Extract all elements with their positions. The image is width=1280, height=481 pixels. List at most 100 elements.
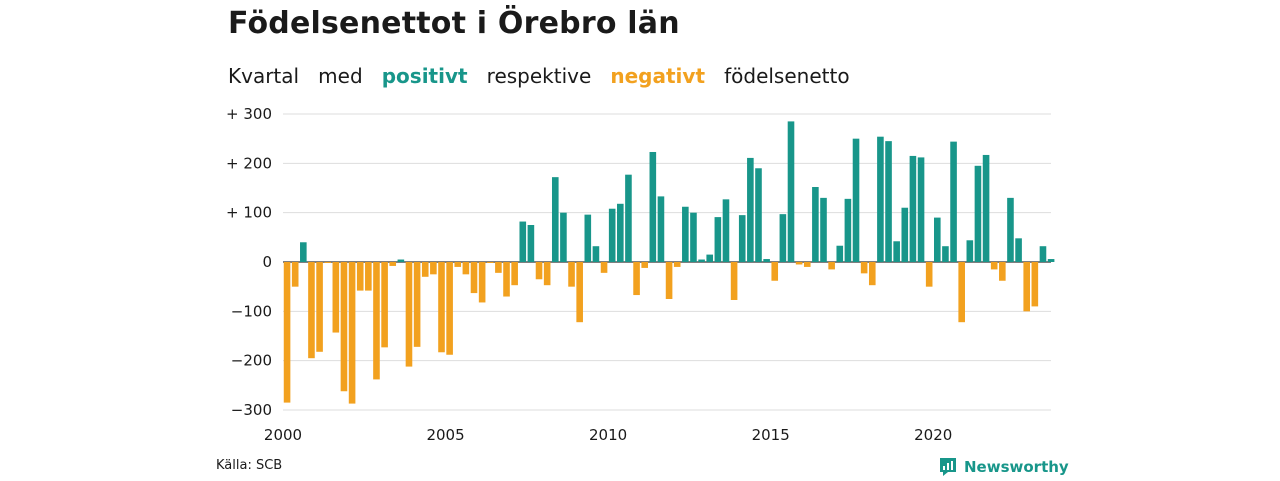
y-tick-label: −300 [231, 401, 272, 419]
bar [795, 262, 803, 265]
bar [1039, 246, 1047, 262]
bar [763, 259, 770, 262]
bar [576, 262, 583, 323]
bar [641, 262, 648, 268]
y-tick-label: + 300 [226, 105, 272, 123]
bar [722, 199, 730, 262]
subtitle-text-fodelsenetto: födelsenetto [724, 64, 850, 88]
bar [779, 214, 787, 262]
bar [503, 262, 510, 297]
x-tick-label: 2020 [914, 426, 952, 444]
bar [958, 262, 965, 323]
bar [592, 246, 600, 262]
bar [706, 254, 714, 262]
bar [316, 262, 323, 352]
bar [1023, 262, 1031, 312]
bar [600, 262, 608, 273]
bar [535, 262, 543, 280]
bar [527, 225, 535, 262]
bar [1047, 259, 1055, 262]
bar [1015, 238, 1022, 262]
subtitle-text-med: med [318, 64, 363, 88]
bar [413, 262, 421, 347]
bar [649, 151, 657, 262]
bar [1031, 262, 1039, 307]
bar [397, 259, 405, 262]
bar [698, 259, 705, 262]
bar [486, 262, 494, 263]
bar [543, 262, 551, 286]
bar [844, 198, 852, 262]
bar [348, 262, 356, 404]
bar [438, 262, 445, 353]
bar [885, 141, 892, 262]
bar [617, 203, 624, 262]
brand-name: Newsworthy [964, 458, 1069, 476]
source-note: Källa: SCB [216, 458, 283, 473]
y-tick-label: + 100 [226, 204, 272, 222]
y-axis-tick-labels: + 300 + 200 + 100 0 −100 −200 −300 [226, 105, 272, 419]
x-tick-label: 2000 [264, 426, 302, 444]
bar [682, 206, 689, 262]
bar [454, 262, 462, 267]
x-tick-label: 2015 [752, 426, 790, 444]
bar [308, 262, 315, 359]
subtitle-negative-label: negativt [610, 64, 706, 88]
x-tick-label: 2005 [426, 426, 464, 444]
bar [324, 262, 331, 263]
bar [755, 168, 762, 262]
bar [373, 262, 380, 380]
bar [690, 212, 697, 262]
bar [430, 262, 437, 275]
bar [446, 262, 453, 355]
bar [381, 262, 388, 348]
bar [462, 262, 470, 275]
bar [812, 187, 819, 262]
bar [584, 214, 592, 262]
bar [389, 262, 397, 266]
bar [966, 240, 974, 262]
bar [909, 155, 917, 262]
subtitle-text-respektive: respektive [486, 64, 592, 88]
bar [291, 262, 299, 287]
bar [901, 207, 909, 262]
bar [803, 262, 811, 267]
bar [1007, 197, 1014, 262]
bar [608, 208, 616, 262]
bar [917, 157, 925, 262]
bar [365, 262, 372, 291]
bar [300, 242, 307, 262]
x-tick-label: 2010 [589, 426, 627, 444]
subtitle-text-kvartal: Kvartal [228, 64, 300, 88]
bar [568, 262, 575, 287]
bar [511, 262, 518, 286]
bar [738, 215, 746, 262]
bar [665, 262, 673, 299]
bar [332, 262, 340, 333]
bar [560, 212, 567, 262]
bar [950, 141, 957, 262]
bar [747, 157, 754, 262]
bar [730, 262, 738, 300]
y-tick-label: 0 [262, 253, 272, 271]
bar [405, 262, 413, 367]
bar [982, 154, 990, 262]
bar [551, 177, 559, 262]
bar [836, 245, 844, 262]
bar [283, 262, 291, 403]
newsworthy-logo-icon [938, 457, 958, 477]
bar [893, 241, 900, 262]
bar [820, 197, 827, 262]
y-tick-label: −100 [231, 302, 272, 320]
brand-logo: Newsworthy [938, 457, 1069, 477]
bar [470, 262, 478, 294]
chart-subtitle: Kvartal med positivt respektive negativt… [228, 64, 850, 88]
bar [478, 262, 486, 303]
bar [787, 121, 795, 263]
bar [633, 262, 640, 296]
bar [519, 221, 527, 262]
bar [974, 165, 982, 262]
bar [673, 262, 681, 267]
subtitle-positive-label: positivt [381, 64, 468, 88]
